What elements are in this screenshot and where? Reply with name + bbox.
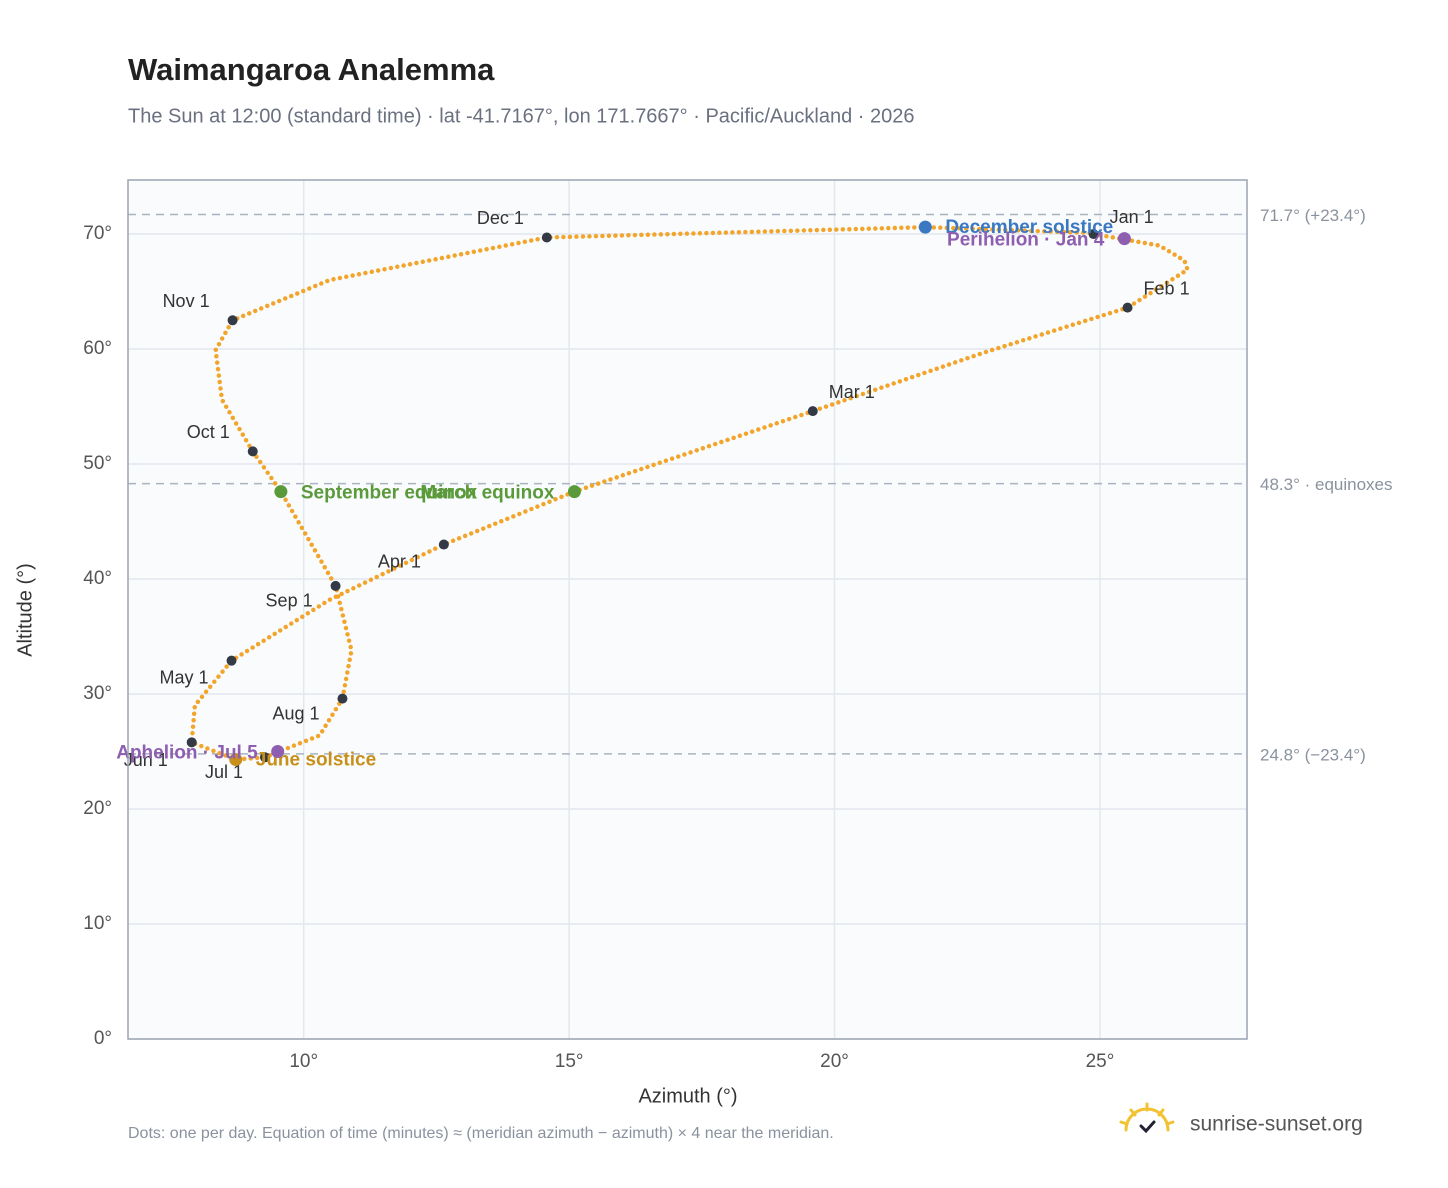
x-axis-label: Azimuth (°)	[638, 1085, 737, 1107]
y-tick-label: 70°	[83, 223, 112, 244]
y-tick-label: 20°	[83, 798, 112, 819]
y-axis-label: Altitude (°)	[14, 563, 36, 657]
brand: sunrise-sunset.org	[1190, 1113, 1363, 1136]
month-marker	[227, 315, 238, 326]
x-tick-label: 25°	[1086, 1051, 1115, 1072]
footnote: Dots: one per day. Equation of time (min…	[128, 1125, 834, 1142]
chart-subtitle: The Sun at 12:00 (standard time) · lat -…	[128, 105, 914, 127]
brand-icon	[1119, 1102, 1175, 1134]
month-label: Mar 1	[829, 382, 875, 402]
month-label: Nov 1	[163, 291, 210, 311]
month-marker	[438, 539, 449, 550]
month-label: Aug 1	[272, 703, 319, 723]
event-marker	[271, 745, 285, 759]
event-label: Aphelion · Jul 5	[116, 743, 258, 764]
reference-label: 71.7° (+23.4°)	[1260, 206, 1366, 225]
marks: Jan 1 Feb 1 Mar 1 Apr 1 May 1 Jun 1 Jul 1 Aug 1…	[116, 207, 1191, 782]
month-label: Feb 1	[1144, 278, 1190, 298]
month-marker	[541, 232, 552, 243]
grid	[128, 180, 1247, 1040]
month-label: May 1	[160, 667, 209, 687]
month-marker	[186, 737, 197, 748]
month-label: Sep 1	[266, 591, 313, 611]
y-tick-label: 0°	[94, 1028, 112, 1049]
y-tick-label: 40°	[83, 568, 112, 589]
month-marker	[807, 406, 818, 417]
month-label: Dec 1	[477, 208, 524, 228]
event-label: June solstice	[256, 750, 376, 771]
chart-title: Waimangaroa Analemma	[128, 52, 495, 87]
month-label: Jan 1	[1110, 207, 1154, 227]
month-marker	[259, 752, 270, 763]
month-marker	[337, 693, 348, 704]
month-label: Apr 1	[378, 551, 421, 571]
event-label: Perihelion · Jan 4	[947, 230, 1105, 251]
month-marker	[1088, 229, 1099, 240]
month-marker	[226, 655, 237, 666]
reference-label: 48.3° · equinoxes	[1260, 475, 1393, 494]
event-label: March equinox	[420, 483, 555, 504]
x-tick-label: 20°	[820, 1051, 849, 1072]
month-marker	[1122, 302, 1133, 313]
month-marker	[247, 446, 258, 457]
x-tick-label: 10°	[289, 1051, 318, 1072]
event-marker	[1117, 232, 1131, 246]
reference-label: 24.8° (−23.4°)	[1260, 745, 1366, 764]
month-marker	[330, 580, 341, 591]
y-tick-label: 30°	[83, 683, 112, 704]
month-label: Jul 1	[205, 762, 243, 782]
event-marker	[229, 753, 243, 767]
month-label: Jun 1	[124, 750, 168, 770]
month-label: Oct 1	[187, 422, 230, 442]
event-label: December solstice	[945, 217, 1113, 238]
event-marker	[567, 485, 581, 499]
y-tick-label: 10°	[83, 913, 112, 934]
y-tick-label: 60°	[83, 338, 112, 359]
event-marker	[918, 220, 932, 234]
x-tick-label: 15°	[555, 1051, 584, 1072]
event-label: September equinox	[301, 483, 478, 504]
y-tick-label: 50°	[83, 453, 112, 474]
event-marker	[274, 485, 288, 499]
plot-frame	[127, 179, 1248, 1040]
